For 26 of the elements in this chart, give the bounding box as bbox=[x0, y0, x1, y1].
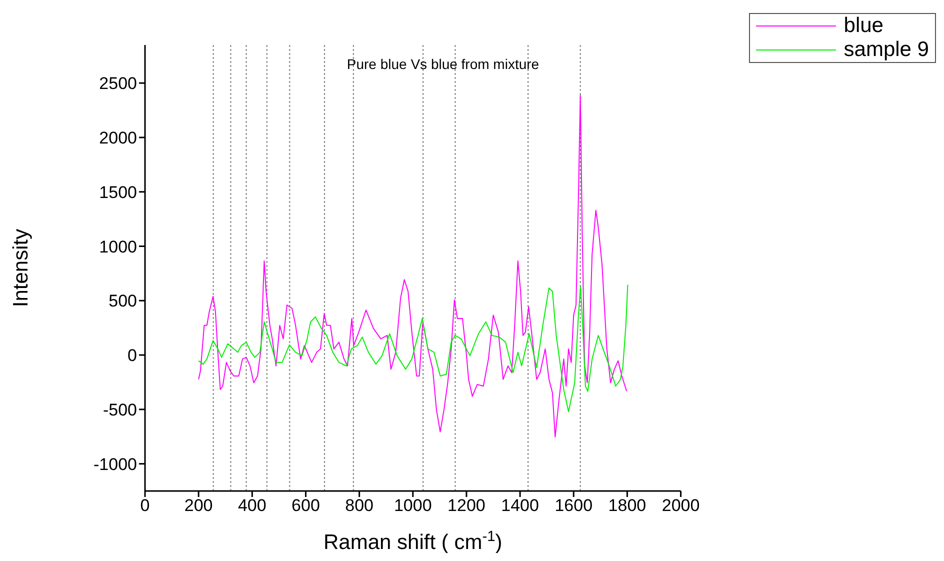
y-tick-label: -500 bbox=[102, 400, 137, 420]
legend-label: blue bbox=[844, 14, 884, 38]
x-tick-label: 400 bbox=[238, 496, 266, 516]
x-tick-label: 1800 bbox=[608, 496, 646, 516]
y-tick-label: 1000 bbox=[99, 237, 137, 256]
x-tick-label: 800 bbox=[345, 496, 374, 516]
y-axis-title: Intensity bbox=[9, 228, 32, 308]
x-tick-label: 1400 bbox=[501, 496, 539, 516]
legend-label: sample 9 bbox=[844, 38, 929, 62]
y-tick-label: -1000 bbox=[94, 454, 137, 474]
y-tick-label: 2000 bbox=[99, 128, 137, 148]
y-tick-label: 0 bbox=[128, 346, 137, 366]
text: Pure blue Vs blue from mixture bbox=[346, 56, 540, 72]
x-tick-label: 200 bbox=[184, 496, 213, 516]
x-tick-label: 2000 bbox=[662, 496, 700, 516]
x-tick-label: 1600 bbox=[554, 496, 593, 516]
y-tick-label: 2500 bbox=[99, 74, 137, 94]
line-series bbox=[198, 284, 628, 412]
x-tick-label: 0 bbox=[140, 496, 150, 516]
x-tick-label: 600 bbox=[292, 496, 320, 516]
x-tick-label: 1000 bbox=[394, 496, 432, 516]
x-axis-title: Raman shift ( cm$^{-1}$) bbox=[324, 529, 502, 554]
line-series bbox=[198, 94, 628, 438]
y-tick-label: 500 bbox=[108, 292, 137, 311]
x-tick-label: 1200 bbox=[448, 496, 486, 516]
y-tick-label: 1500 bbox=[99, 182, 137, 202]
